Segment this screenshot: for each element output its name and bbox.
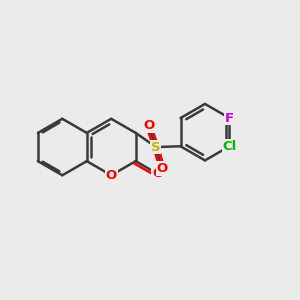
Text: O: O [152,167,163,180]
Text: Cl: Cl [222,140,237,153]
Text: S: S [151,140,161,154]
Text: O: O [106,169,117,182]
Text: O: O [156,162,167,175]
Text: F: F [225,112,234,124]
Text: O: O [143,119,154,132]
